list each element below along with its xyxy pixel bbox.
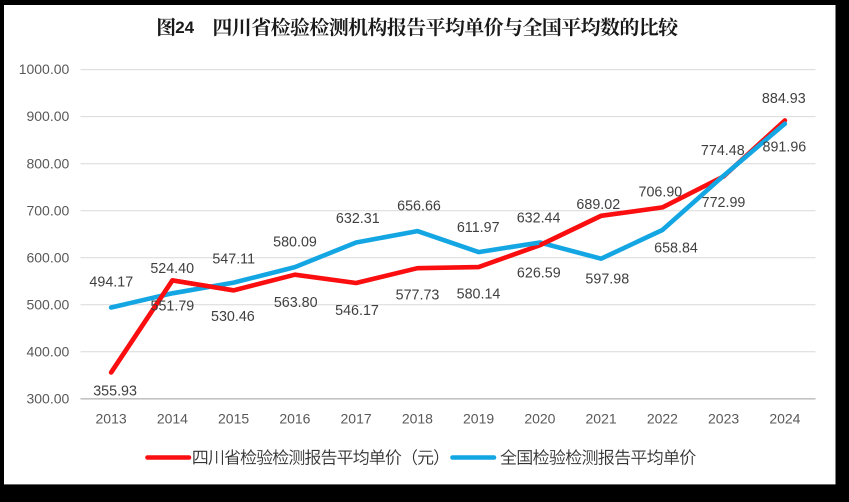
svg-text:800.00: 800.00 <box>26 155 69 171</box>
svg-text:689.02: 689.02 <box>576 197 620 213</box>
svg-text:2020: 2020 <box>524 411 555 427</box>
svg-text:580.09: 580.09 <box>273 235 317 251</box>
svg-text:658.84: 658.84 <box>654 240 698 256</box>
svg-text:2015: 2015 <box>218 411 249 427</box>
svg-text:706.90: 706.90 <box>639 185 683 201</box>
svg-text:600.00: 600.00 <box>26 249 69 265</box>
svg-text:626.59: 626.59 <box>517 265 561 281</box>
svg-text:2019: 2019 <box>463 411 494 427</box>
svg-text:300.00: 300.00 <box>26 390 69 406</box>
svg-text:547.11: 547.11 <box>212 252 255 268</box>
svg-text:580.14: 580.14 <box>457 287 501 303</box>
svg-text:2018: 2018 <box>402 411 433 427</box>
svg-text:2014: 2014 <box>157 411 188 427</box>
svg-text:2022: 2022 <box>647 411 678 427</box>
svg-text:700.00: 700.00 <box>26 202 69 218</box>
svg-text:563.80: 563.80 <box>274 295 318 311</box>
svg-text:2024: 2024 <box>769 411 800 427</box>
svg-text:632.44: 632.44 <box>517 210 561 226</box>
svg-text:656.66: 656.66 <box>397 199 441 215</box>
svg-text:355.93: 355.93 <box>93 384 137 400</box>
svg-text:577.73: 577.73 <box>396 288 440 304</box>
svg-text:632.31: 632.31 <box>336 211 380 227</box>
svg-text:1000.00: 1000.00 <box>19 61 70 77</box>
svg-text:2021: 2021 <box>586 411 617 427</box>
svg-text:530.46: 530.46 <box>211 309 255 325</box>
svg-text:2023: 2023 <box>708 411 739 427</box>
svg-text:891.96: 891.96 <box>763 140 807 156</box>
svg-text:597.98: 597.98 <box>585 272 629 288</box>
svg-text:884.93: 884.93 <box>762 91 806 107</box>
svg-text:772.99: 772.99 <box>702 195 746 211</box>
svg-text:2017: 2017 <box>341 411 372 427</box>
svg-text:2016: 2016 <box>279 411 310 427</box>
svg-text:494.17: 494.17 <box>89 275 133 291</box>
svg-text:500.00: 500.00 <box>26 296 69 312</box>
svg-text:611.97: 611.97 <box>457 220 500 236</box>
svg-text:2013: 2013 <box>96 411 127 427</box>
svg-text:524.40: 524.40 <box>150 261 194 277</box>
svg-text:400.00: 400.00 <box>26 343 69 359</box>
svg-text:24: 24 <box>175 18 194 37</box>
svg-text:546.17: 546.17 <box>335 303 379 319</box>
svg-text:774.48: 774.48 <box>701 143 745 159</box>
svg-text:900.00: 900.00 <box>26 108 69 124</box>
svg-text:551.79: 551.79 <box>151 298 195 314</box>
